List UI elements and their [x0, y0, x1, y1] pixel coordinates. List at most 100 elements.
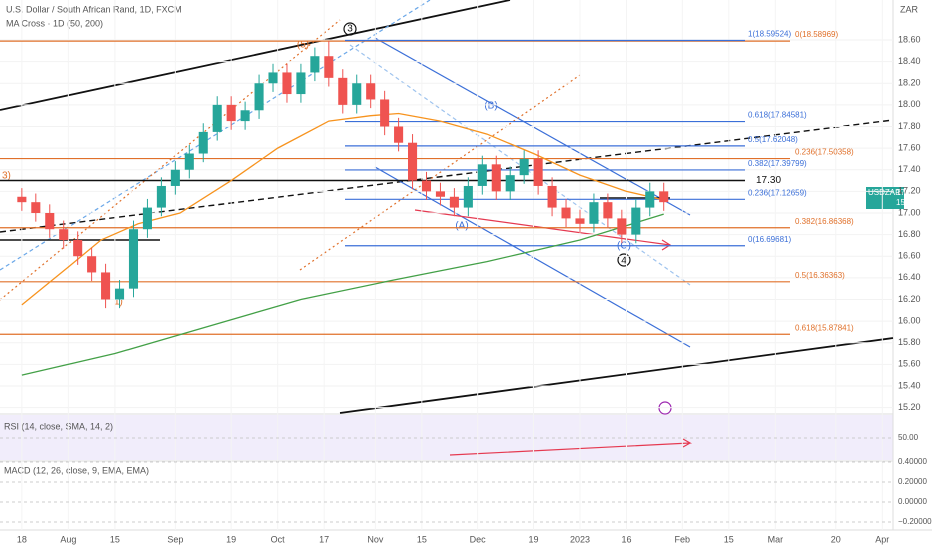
candle-body	[31, 202, 41, 213]
wave-label: 1)	[114, 297, 123, 308]
wave-label: 3	[347, 24, 353, 35]
candle-body	[142, 207, 152, 230]
candle-body	[533, 158, 543, 186]
wave-circle	[343, 22, 357, 36]
arrow-line	[449, 438, 693, 456]
fib-label: 0(18.58969)	[795, 30, 838, 39]
wave-label: (5)	[297, 40, 309, 51]
candle-body	[73, 240, 83, 257]
wave-label: 3)	[2, 171, 11, 182]
candle-body	[366, 83, 376, 100]
y-tick-label: 15.40	[898, 380, 921, 390]
candle-body	[296, 72, 306, 95]
x-tick-label: Aug	[60, 534, 76, 544]
candle-body	[547, 185, 557, 208]
candle-body	[617, 218, 627, 235]
candle-body	[240, 110, 250, 122]
y-tick-label: 15.80	[898, 337, 921, 347]
y-tick-label: 0.20000	[898, 477, 927, 486]
moving-average	[21, 112, 664, 306]
y-tick-label: 16.00	[898, 315, 921, 325]
fib-label: 0(16.69681)	[748, 235, 791, 244]
macd-title: MACD (12, 26, close, 9, EMA, EMA)	[4, 465, 149, 475]
x-tick-label: 2023	[570, 534, 590, 544]
candle-body	[421, 180, 432, 192]
candle-body	[114, 288, 125, 300]
y-tick-label: 17.40	[898, 164, 921, 174]
candle-body	[198, 131, 208, 154]
candle-body	[45, 212, 55, 230]
wave-label: 4	[621, 256, 627, 267]
x-tick-label: 16	[621, 534, 631, 544]
candle-body	[324, 56, 334, 78]
candle-body	[659, 191, 669, 203]
candle-body	[477, 164, 487, 186]
drawings	[0, 0, 894, 456]
candle-body	[268, 72, 278, 84]
y-tick-label: 15.60	[898, 359, 921, 369]
level-label: 17.30	[756, 175, 781, 186]
candle-body	[338, 77, 348, 105]
wave-label: (A)	[455, 221, 468, 232]
y-tick-label: 17.20	[898, 186, 921, 196]
channel-line	[0, 0, 431, 271]
x-tick-label: 15	[724, 534, 734, 544]
channel-line	[349, 44, 691, 286]
y-tick-label: 0.40000	[898, 457, 927, 466]
price-tag-box	[866, 187, 904, 209]
channel-line	[374, 166, 691, 348]
x-tick-label: 19	[528, 534, 538, 544]
y-tick-label: 17.80	[898, 121, 921, 131]
candle-body	[519, 158, 529, 176]
candle-body	[645, 191, 655, 208]
candle-body	[156, 185, 166, 208]
candle-body	[59, 229, 69, 241]
fib-label: 0.5(17.62048)	[748, 135, 798, 144]
candle-body	[631, 207, 641, 235]
price-tag: 17.10153	[896, 188, 930, 197]
candle-body	[128, 229, 139, 289]
candle-body	[589, 202, 599, 224]
y-tick-label: 16.20	[898, 294, 921, 304]
candle-body	[310, 56, 320, 73]
candle-body	[254, 83, 264, 111]
candle-body	[394, 126, 404, 143]
y-tick-label: 18.40	[898, 56, 921, 66]
candle-body	[380, 99, 390, 127]
candle-body	[101, 272, 111, 300]
arrow-line	[414, 209, 672, 251]
y-tick-label: 16.60	[898, 251, 921, 261]
fib-label: 0.236(17.50358)	[795, 148, 854, 157]
x-tick-label: Dec	[470, 534, 487, 544]
y-tick-label: 18.20	[898, 78, 921, 88]
y-tick-label: 15.20	[898, 402, 921, 412]
trend-line	[0, 0, 511, 111]
currency-label: ZAR	[900, 4, 919, 14]
fib-label: 0.382(17.39799)	[748, 159, 807, 168]
y-tick-label: 50.00	[898, 433, 919, 442]
candle-body	[87, 256, 97, 273]
candle-body	[505, 175, 515, 192]
y-tick-label: 17.60	[898, 142, 921, 152]
indicator-label: MA Cross · 1D (50, 200)	[6, 18, 103, 28]
fib-label: 0.382(16.86368)	[795, 217, 854, 226]
fib-label: 0.5(16.36363)	[795, 271, 845, 280]
y-tick-label: −0.20000	[898, 517, 932, 526]
x-tick-label: Mar	[768, 534, 784, 544]
y-tick-label: 0.00000	[898, 497, 927, 506]
wave-circle	[617, 253, 631, 267]
moving-average	[21, 213, 664, 376]
x-tick-label: 18	[17, 534, 27, 544]
candle-body	[463, 185, 473, 208]
y-tick-label: 16.80	[898, 229, 921, 239]
candle-body	[282, 72, 292, 95]
x-tick-label: 20	[831, 534, 841, 544]
candle-body	[170, 169, 180, 186]
candle-body	[603, 202, 613, 219]
chart-title: U.S. Dollar / South African Rand, 1D, FX…	[6, 4, 182, 14]
x-tick-label: Oct	[271, 534, 286, 544]
candle-body	[491, 164, 501, 192]
x-tick-label: 15	[110, 534, 120, 544]
fib-label: 0.618(17.84581)	[748, 111, 807, 120]
channel-line	[0, 19, 341, 301]
